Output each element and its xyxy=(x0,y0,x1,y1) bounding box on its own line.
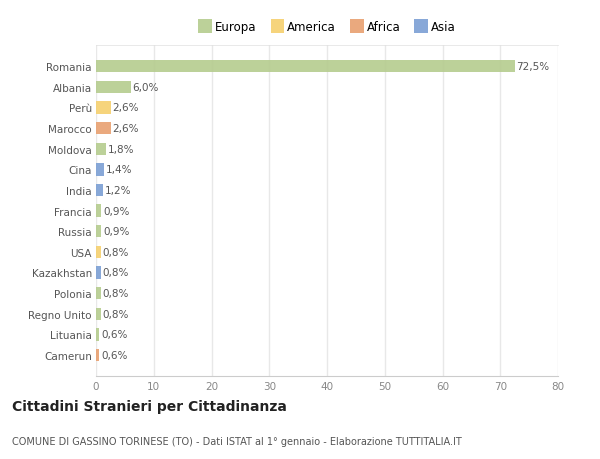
Text: 1,8%: 1,8% xyxy=(108,145,134,154)
Text: 2,6%: 2,6% xyxy=(113,103,139,113)
Bar xyxy=(96,349,100,361)
Bar xyxy=(96,246,101,258)
Bar xyxy=(96,82,131,94)
Bar xyxy=(96,308,101,320)
Legend: Europa, America, Africa, Asia: Europa, America, Africa, Asia xyxy=(196,19,458,36)
Bar xyxy=(96,143,106,156)
Bar xyxy=(96,287,101,300)
Bar xyxy=(96,225,101,238)
Text: 0,8%: 0,8% xyxy=(103,268,129,278)
Bar xyxy=(96,102,111,114)
Text: 0,9%: 0,9% xyxy=(103,227,130,237)
Text: 0,6%: 0,6% xyxy=(101,330,128,340)
Bar xyxy=(96,205,101,217)
Text: 2,6%: 2,6% xyxy=(113,124,139,134)
Text: 0,9%: 0,9% xyxy=(103,206,130,216)
Text: 6,0%: 6,0% xyxy=(133,83,159,93)
Text: 0,6%: 0,6% xyxy=(101,350,128,360)
Bar xyxy=(96,267,101,279)
Text: 0,8%: 0,8% xyxy=(103,247,129,257)
Text: COMUNE DI GASSINO TORINESE (TO) - Dati ISTAT al 1° gennaio - Elaborazione TUTTIT: COMUNE DI GASSINO TORINESE (TO) - Dati I… xyxy=(12,436,462,446)
Bar xyxy=(96,123,111,135)
Bar xyxy=(96,164,104,176)
Text: 0,8%: 0,8% xyxy=(103,309,129,319)
Bar xyxy=(96,61,515,73)
Text: 1,2%: 1,2% xyxy=(104,185,131,196)
Text: 72,5%: 72,5% xyxy=(517,62,550,72)
Text: 0,8%: 0,8% xyxy=(103,288,129,298)
Bar xyxy=(96,329,100,341)
Text: Cittadini Stranieri per Cittadinanza: Cittadini Stranieri per Cittadinanza xyxy=(12,399,287,413)
Bar xyxy=(96,185,103,197)
Text: 1,4%: 1,4% xyxy=(106,165,133,175)
